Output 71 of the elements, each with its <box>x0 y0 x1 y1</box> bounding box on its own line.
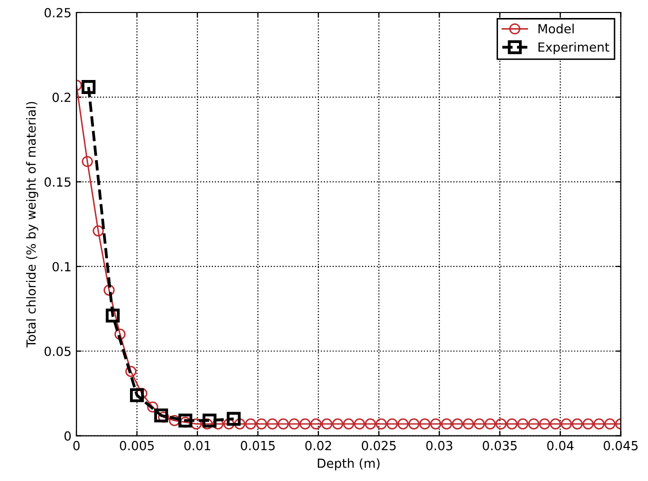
point <box>168 414 180 426</box>
point <box>104 284 115 296</box>
point <box>364 418 376 430</box>
point <box>484 418 496 430</box>
x-tick-label: 0.025 <box>362 440 396 450</box>
point <box>226 412 241 426</box>
point <box>343 418 354 430</box>
point <box>582 418 594 430</box>
point <box>223 418 234 430</box>
point <box>528 418 540 430</box>
x-tick-label: 0.045 <box>604 440 638 450</box>
x-tick-label: 0.02 <box>305 440 332 450</box>
y-tick-label: 0.1 <box>52 262 70 272</box>
point <box>178 414 192 428</box>
point <box>452 418 464 430</box>
point <box>321 418 332 430</box>
y-axis-title: Total chloride (% by weight of material) <box>26 102 38 348</box>
point <box>300 418 311 430</box>
point <box>462 418 474 430</box>
point <box>288 418 300 430</box>
x-tick-label: 0.035 <box>482 440 517 450</box>
y-tick-label: 0.25 <box>44 8 71 18</box>
point <box>441 418 452 430</box>
x-tick-label: 0 <box>73 440 80 450</box>
y-tick-label: 0.05 <box>44 346 71 356</box>
legend-label: Experiment <box>538 42 610 54</box>
point <box>517 418 528 430</box>
x-tick-label: 0.01 <box>184 440 210 450</box>
point <box>572 418 583 430</box>
point <box>376 418 387 430</box>
point <box>506 418 518 430</box>
point <box>202 418 213 430</box>
point <box>147 401 158 413</box>
point <box>82 80 96 94</box>
point <box>593 418 605 430</box>
point <box>114 328 126 340</box>
point <box>408 418 420 430</box>
y-tick-label: 0.15 <box>44 177 71 187</box>
x-tick-label: 0.015 <box>240 440 275 450</box>
point <box>92 225 104 236</box>
point <box>202 414 216 428</box>
point <box>560 418 572 430</box>
x-tick-label: 0.005 <box>120 440 154 450</box>
point <box>398 418 409 430</box>
point <box>130 388 144 402</box>
y-tick-label: 0.2 <box>52 92 70 102</box>
point <box>266 418 278 430</box>
point <box>310 418 322 430</box>
point <box>550 418 562 430</box>
point <box>332 418 344 430</box>
point <box>125 366 136 378</box>
legend-label: Model <box>538 24 574 34</box>
point <box>82 156 93 168</box>
point <box>495 418 507 430</box>
point <box>154 408 168 422</box>
point <box>430 418 442 430</box>
point <box>106 308 120 323</box>
y-tick-label: 0 <box>64 431 71 441</box>
point <box>278 418 289 430</box>
point <box>474 418 485 430</box>
point <box>386 418 398 430</box>
point <box>604 418 616 430</box>
point <box>539 418 550 430</box>
point <box>245 418 256 430</box>
point <box>256 418 268 430</box>
point <box>419 418 430 430</box>
x-axis-title: Depth (m) <box>318 458 380 470</box>
x-tick-label: 0.04 <box>547 440 574 450</box>
x-tick-label: 0.03 <box>426 440 452 450</box>
point <box>354 418 366 430</box>
point <box>234 418 246 430</box>
